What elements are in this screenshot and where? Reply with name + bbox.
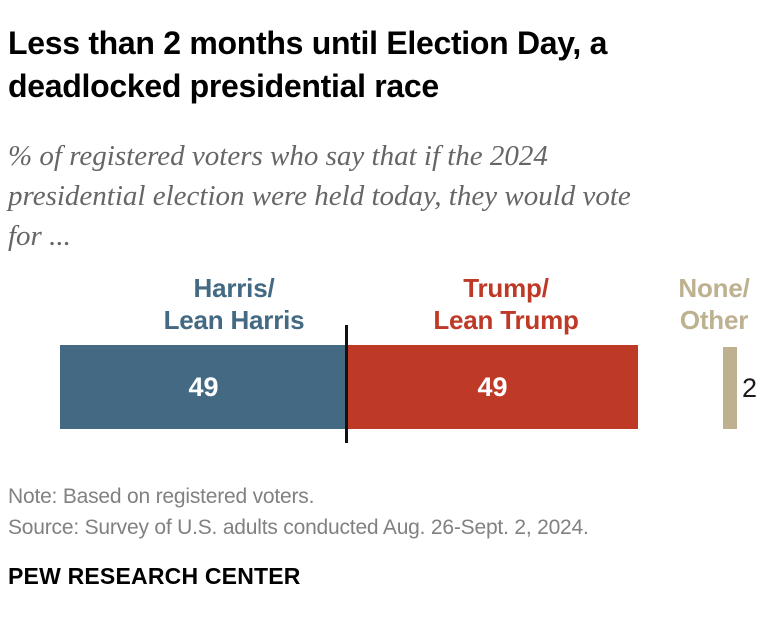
midpoint-tick-line <box>345 325 348 443</box>
chart-subtitle-line2: presidential election were held today, t… <box>8 180 631 212</box>
chart-subtitle-line3: for ... <box>8 220 71 252</box>
bar-value-harris: 49 <box>188 371 219 402</box>
note-line: Note: Based on registered voters. <box>8 485 315 508</box>
legend-label-trump-line1: Trump/ <box>463 273 549 303</box>
legend-label-none-other-line2: Other <box>679 305 749 335</box>
source-line: Source: Survey of U.S. adults conducted … <box>8 516 589 539</box>
chart-title: Less than 2 months until Election Day, a… <box>8 22 764 108</box>
bar-segment-none-other <box>723 347 737 429</box>
footnotes: Note: Based on registered voters. Source… <box>8 481 748 543</box>
legend-label-harris: Harris/ Lean Harris <box>134 272 334 336</box>
legend-label-trump: Trump/ Lean Trump <box>406 272 606 336</box>
chart-subtitle-line1: % of registered voters who say that if t… <box>8 140 548 172</box>
legend-label-trump-line2: Lean Trump <box>433 305 579 335</box>
chart-subtitle: % of registered voters who say that if t… <box>8 136 764 256</box>
legend-label-none-other: None/ Other <box>664 272 764 336</box>
chart-title-line1: Less than 2 months until Election Day, a <box>8 25 608 61</box>
pew-research-center-wordmark: PEW RESEARCH CENTER <box>8 563 301 589</box>
legend-label-none-other-line1: None/ <box>678 273 750 303</box>
legend-label-harris-line1: Harris/ <box>193 273 275 303</box>
bar-value-trump: 49 <box>477 371 508 402</box>
bar-segment-trump: 49 <box>347 345 638 429</box>
bar-value-none-other: 2 <box>742 373 758 403</box>
legend-label-harris-line2: Lean Harris <box>163 305 305 335</box>
chart-title-line2: deadlocked presidential race <box>8 68 439 104</box>
bar-segment-harris: 49 <box>60 345 347 429</box>
